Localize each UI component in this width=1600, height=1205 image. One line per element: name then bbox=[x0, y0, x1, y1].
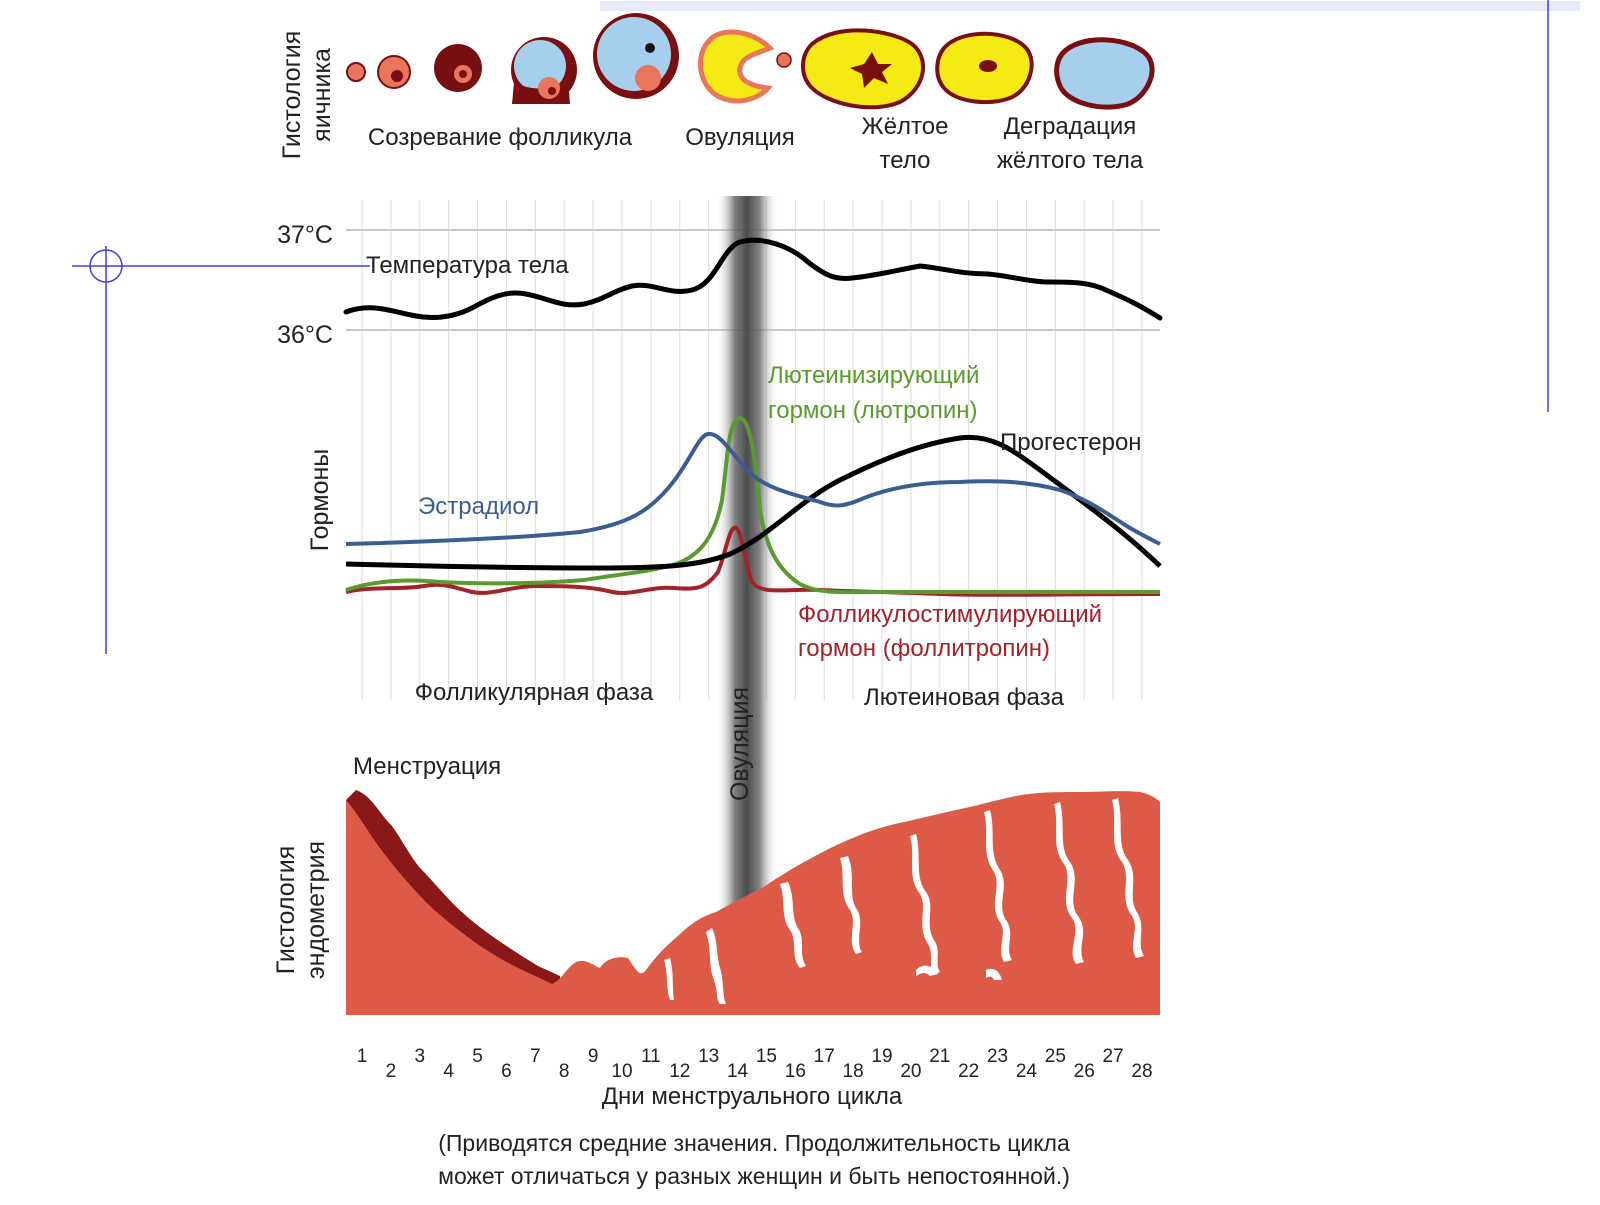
label-degradation-line2: жёлтого тела bbox=[997, 147, 1144, 174]
day-label: 23 bbox=[987, 1046, 1008, 1067]
day-label: 1 bbox=[357, 1046, 368, 1067]
endometrium-main bbox=[346, 791, 1160, 1015]
day-label: 9 bbox=[588, 1046, 599, 1067]
day-label: 2 bbox=[386, 1061, 397, 1082]
preovulatory-follicle-icon bbox=[593, 13, 679, 99]
day-label: 15 bbox=[756, 1046, 777, 1067]
day-label: 4 bbox=[443, 1061, 454, 1082]
primary-follicle-icon bbox=[377, 55, 411, 89]
day-label: 5 bbox=[472, 1046, 483, 1067]
ovulation-vertical-label: Овуляция bbox=[726, 687, 754, 801]
follicular-phase-label: Фолликулярная фаза bbox=[415, 679, 654, 706]
crosshair-icon bbox=[89, 249, 123, 283]
footnote-line1: (Приводятся средние значения. Продолжите… bbox=[438, 1130, 1070, 1156]
label-corpus-luteum-line2: тело bbox=[880, 147, 931, 174]
day-label: 11 bbox=[641, 1046, 661, 1067]
label-degradation-line1: Деградация bbox=[1004, 113, 1137, 140]
footnote-line2: может отличаться у разных женщин и быть … bbox=[438, 1163, 1070, 1189]
day-labels: 1234567891011121314151617181920212223242… bbox=[357, 1046, 1153, 1082]
x-axis-label: Дни менструального цикла bbox=[602, 1083, 903, 1110]
antral-follicle-icon bbox=[511, 37, 577, 104]
day-label: 14 bbox=[727, 1061, 749, 1082]
day-label: 26 bbox=[1074, 1061, 1095, 1082]
day-label: 17 bbox=[814, 1046, 835, 1067]
label-ovulation-top: Овуляция bbox=[685, 124, 795, 151]
label-follicle-maturation: Созревание фолликула bbox=[368, 124, 633, 151]
corpus-albicans-icon bbox=[1054, 37, 1155, 110]
estradiol-curve bbox=[345, 432, 1161, 546]
corpus-luteum-mature-icon bbox=[935, 31, 1034, 105]
day-label: 8 bbox=[559, 1061, 570, 1082]
ovary-stage-icons bbox=[346, 13, 1155, 110]
day-label: 28 bbox=[1131, 1061, 1152, 1082]
day-label: 6 bbox=[501, 1061, 512, 1082]
lh-label-line1: Лютеинизирующий bbox=[768, 362, 979, 389]
secondary-follicle-icon bbox=[434, 44, 482, 92]
day-label: 12 bbox=[669, 1061, 690, 1082]
day-label: 3 bbox=[414, 1046, 425, 1067]
corpus-luteum-early-icon bbox=[801, 28, 926, 110]
lh-curve bbox=[345, 415, 1160, 595]
day-label: 27 bbox=[1103, 1046, 1124, 1067]
day-label: 20 bbox=[900, 1061, 921, 1082]
label-corpus-luteum-line1: Жёлтое bbox=[862, 113, 949, 140]
day-label: 21 bbox=[929, 1046, 950, 1067]
day-label: 16 bbox=[785, 1061, 806, 1082]
luteal-phase-label: Лютеиновая фаза bbox=[864, 684, 1065, 711]
day-label: 24 bbox=[1016, 1061, 1038, 1082]
ovary-axis-label-line1: Гистология bbox=[278, 31, 306, 160]
temperature-curve bbox=[343, 237, 1163, 321]
endometrium-glands bbox=[664, 798, 1144, 1004]
day-label: 7 bbox=[530, 1046, 541, 1067]
day-label: 25 bbox=[1045, 1046, 1066, 1067]
ovulation-rupture-icon bbox=[698, 29, 792, 104]
temperature-36-tick: 36°C bbox=[277, 321, 333, 349]
lh-label-line2: гормон (лютропин) bbox=[768, 397, 978, 424]
day-label: 19 bbox=[871, 1046, 892, 1067]
day-label: 18 bbox=[843, 1061, 864, 1082]
primordial-follicle-icon bbox=[346, 62, 366, 82]
menstruation-label: Менструация bbox=[353, 753, 501, 780]
temperature-37-tick: 37°C bbox=[277, 221, 333, 249]
day-label: 13 bbox=[698, 1046, 719, 1067]
fsh-label-line1: Фолликулостимулирующий bbox=[798, 601, 1102, 628]
ovary-axis-label-line2: яичника bbox=[308, 48, 336, 142]
fsh-label-line2: гормон (фоллитропин) bbox=[798, 635, 1050, 662]
endometrium-tissue bbox=[346, 790, 1160, 1015]
endometrium-axis-label-line2: эндометрия bbox=[302, 841, 330, 979]
progesterone-curve bbox=[345, 434, 1162, 571]
day-label: 22 bbox=[958, 1061, 979, 1082]
hormones-axis-label: Гормоны bbox=[306, 449, 334, 552]
day-label: 10 bbox=[611, 1061, 632, 1082]
guide-overlay bbox=[72, 0, 1549, 654]
temperature-series-label: Температура тела bbox=[366, 252, 569, 279]
progesterone-label: Прогестерон bbox=[1000, 429, 1142, 456]
estradiol-label: Эстрадиол bbox=[418, 493, 539, 520]
endometrium-axis-label-line1: Гистология bbox=[272, 846, 300, 975]
